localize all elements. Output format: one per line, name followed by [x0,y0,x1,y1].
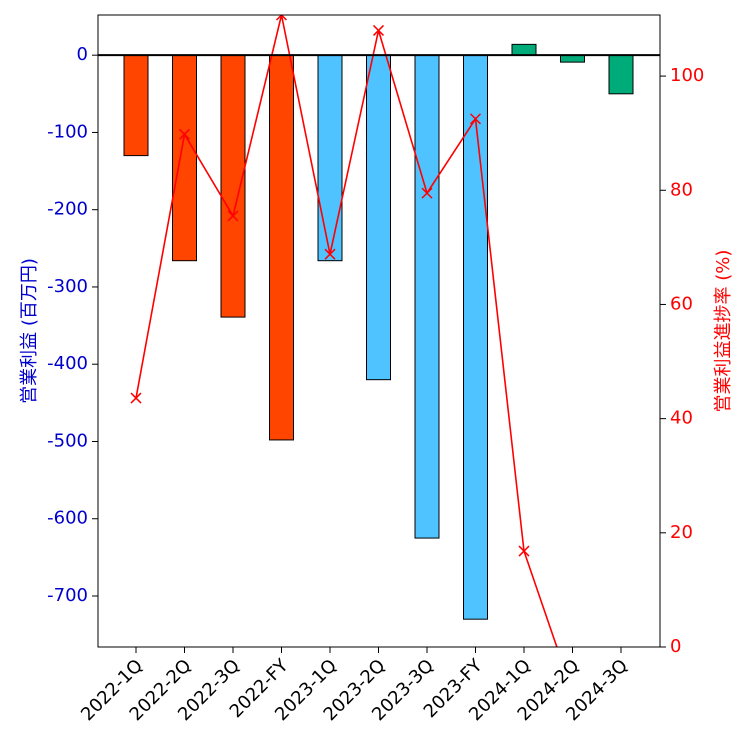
y2-tick-label: 20 [670,522,693,543]
bar [269,54,294,441]
bar [123,54,149,157]
y-axis-label: 営業利益 (百万円) [19,258,40,404]
bar [172,54,197,262]
bar [463,54,488,620]
y-tick-label: -300 [47,276,88,297]
bar [511,43,537,56]
y2-tick-label: 100 [670,65,704,86]
line-marker [275,15,288,21]
bar [366,54,391,381]
y2-tick-label: 60 [670,293,693,314]
bar [414,54,440,539]
bar [220,54,246,318]
bar [608,54,634,95]
y-tick-label: -400 [47,353,88,374]
y-tick-label: -200 [47,199,88,220]
bar [560,54,585,63]
y-tick-label: -700 [47,585,88,606]
plot-frame [97,14,661,648]
y2-tick-label: 40 [670,408,693,429]
y2-tick-label: 0 [670,636,681,657]
plot-area [123,15,634,647]
line [135,15,558,647]
y2-axis-label: 営業利益進捗率 (%) [713,250,734,413]
y2-tick-label: 80 [670,179,693,200]
y-tick-label: 0 [77,44,88,65]
y-tick-label: -600 [47,508,88,529]
y-tick-label: -500 [47,430,88,451]
y-tick-label: -100 [47,121,88,142]
bar [317,54,343,262]
